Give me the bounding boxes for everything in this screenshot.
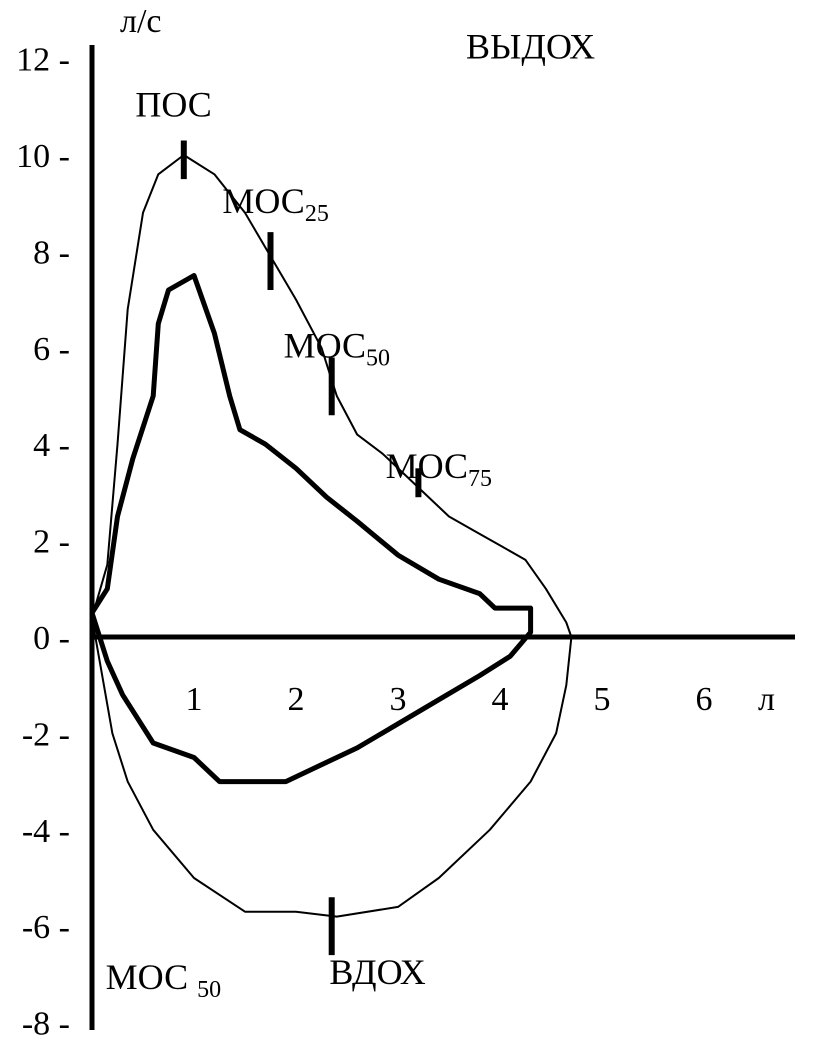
annotations: ВЫДОХ ПОС МОС25 МОС50 МОС75 МОС 50 ВДОХ	[106, 27, 596, 1003]
y-tick-label: -2 -	[22, 716, 70, 753]
series-line-thin	[91, 154, 573, 918]
x-tick-label: 1	[186, 681, 203, 718]
y-axis-title: л/с	[120, 3, 162, 40]
y-tick-label: 10 -	[16, 138, 70, 175]
markers	[180, 140, 422, 956]
x-axis-title: л	[758, 681, 775, 718]
series-line-thick	[89, 273, 534, 785]
x-tick-label: 6	[696, 681, 713, 718]
y-tick-label: -4 -	[22, 813, 70, 850]
annotation-label: МОС75	[386, 446, 492, 492]
annotation-label: МОС 50	[106, 957, 221, 1003]
x-tick-label: 4	[492, 681, 509, 718]
y-tick-label: 12 -	[16, 42, 70, 79]
annotation-label: ВДОХ	[329, 952, 425, 992]
y-tick-label: 6 -	[33, 331, 70, 368]
annotation-label: МОС50	[284, 325, 390, 371]
x-tick-label: 5	[594, 681, 611, 718]
y-tick-label: -6 -	[22, 909, 70, 946]
annotation-label: ПОС	[135, 84, 211, 124]
annotation-label: МОС25	[222, 181, 328, 227]
y-tick-label: -8 -	[22, 1006, 70, 1043]
x-tick-label: 3	[390, 681, 407, 718]
x-tick-label: 2	[288, 681, 305, 718]
annotation-label: ВЫДОХ	[466, 27, 595, 67]
curves	[89, 154, 573, 918]
y-tick-label: 4 -	[33, 427, 70, 464]
y-tick-label: 8 -	[33, 234, 70, 271]
x-ticks: 1 2 3 4 5 6	[186, 681, 713, 718]
y-ticks: 12 - 10 - 8 - 6 - 4 - 2 - 0 - -2 - -4 - -6 - -8 -	[16, 42, 70, 1043]
axes	[89, 45, 795, 1030]
y-tick-label: 0 -	[33, 620, 70, 657]
y-tick-label: 2 -	[33, 524, 70, 561]
